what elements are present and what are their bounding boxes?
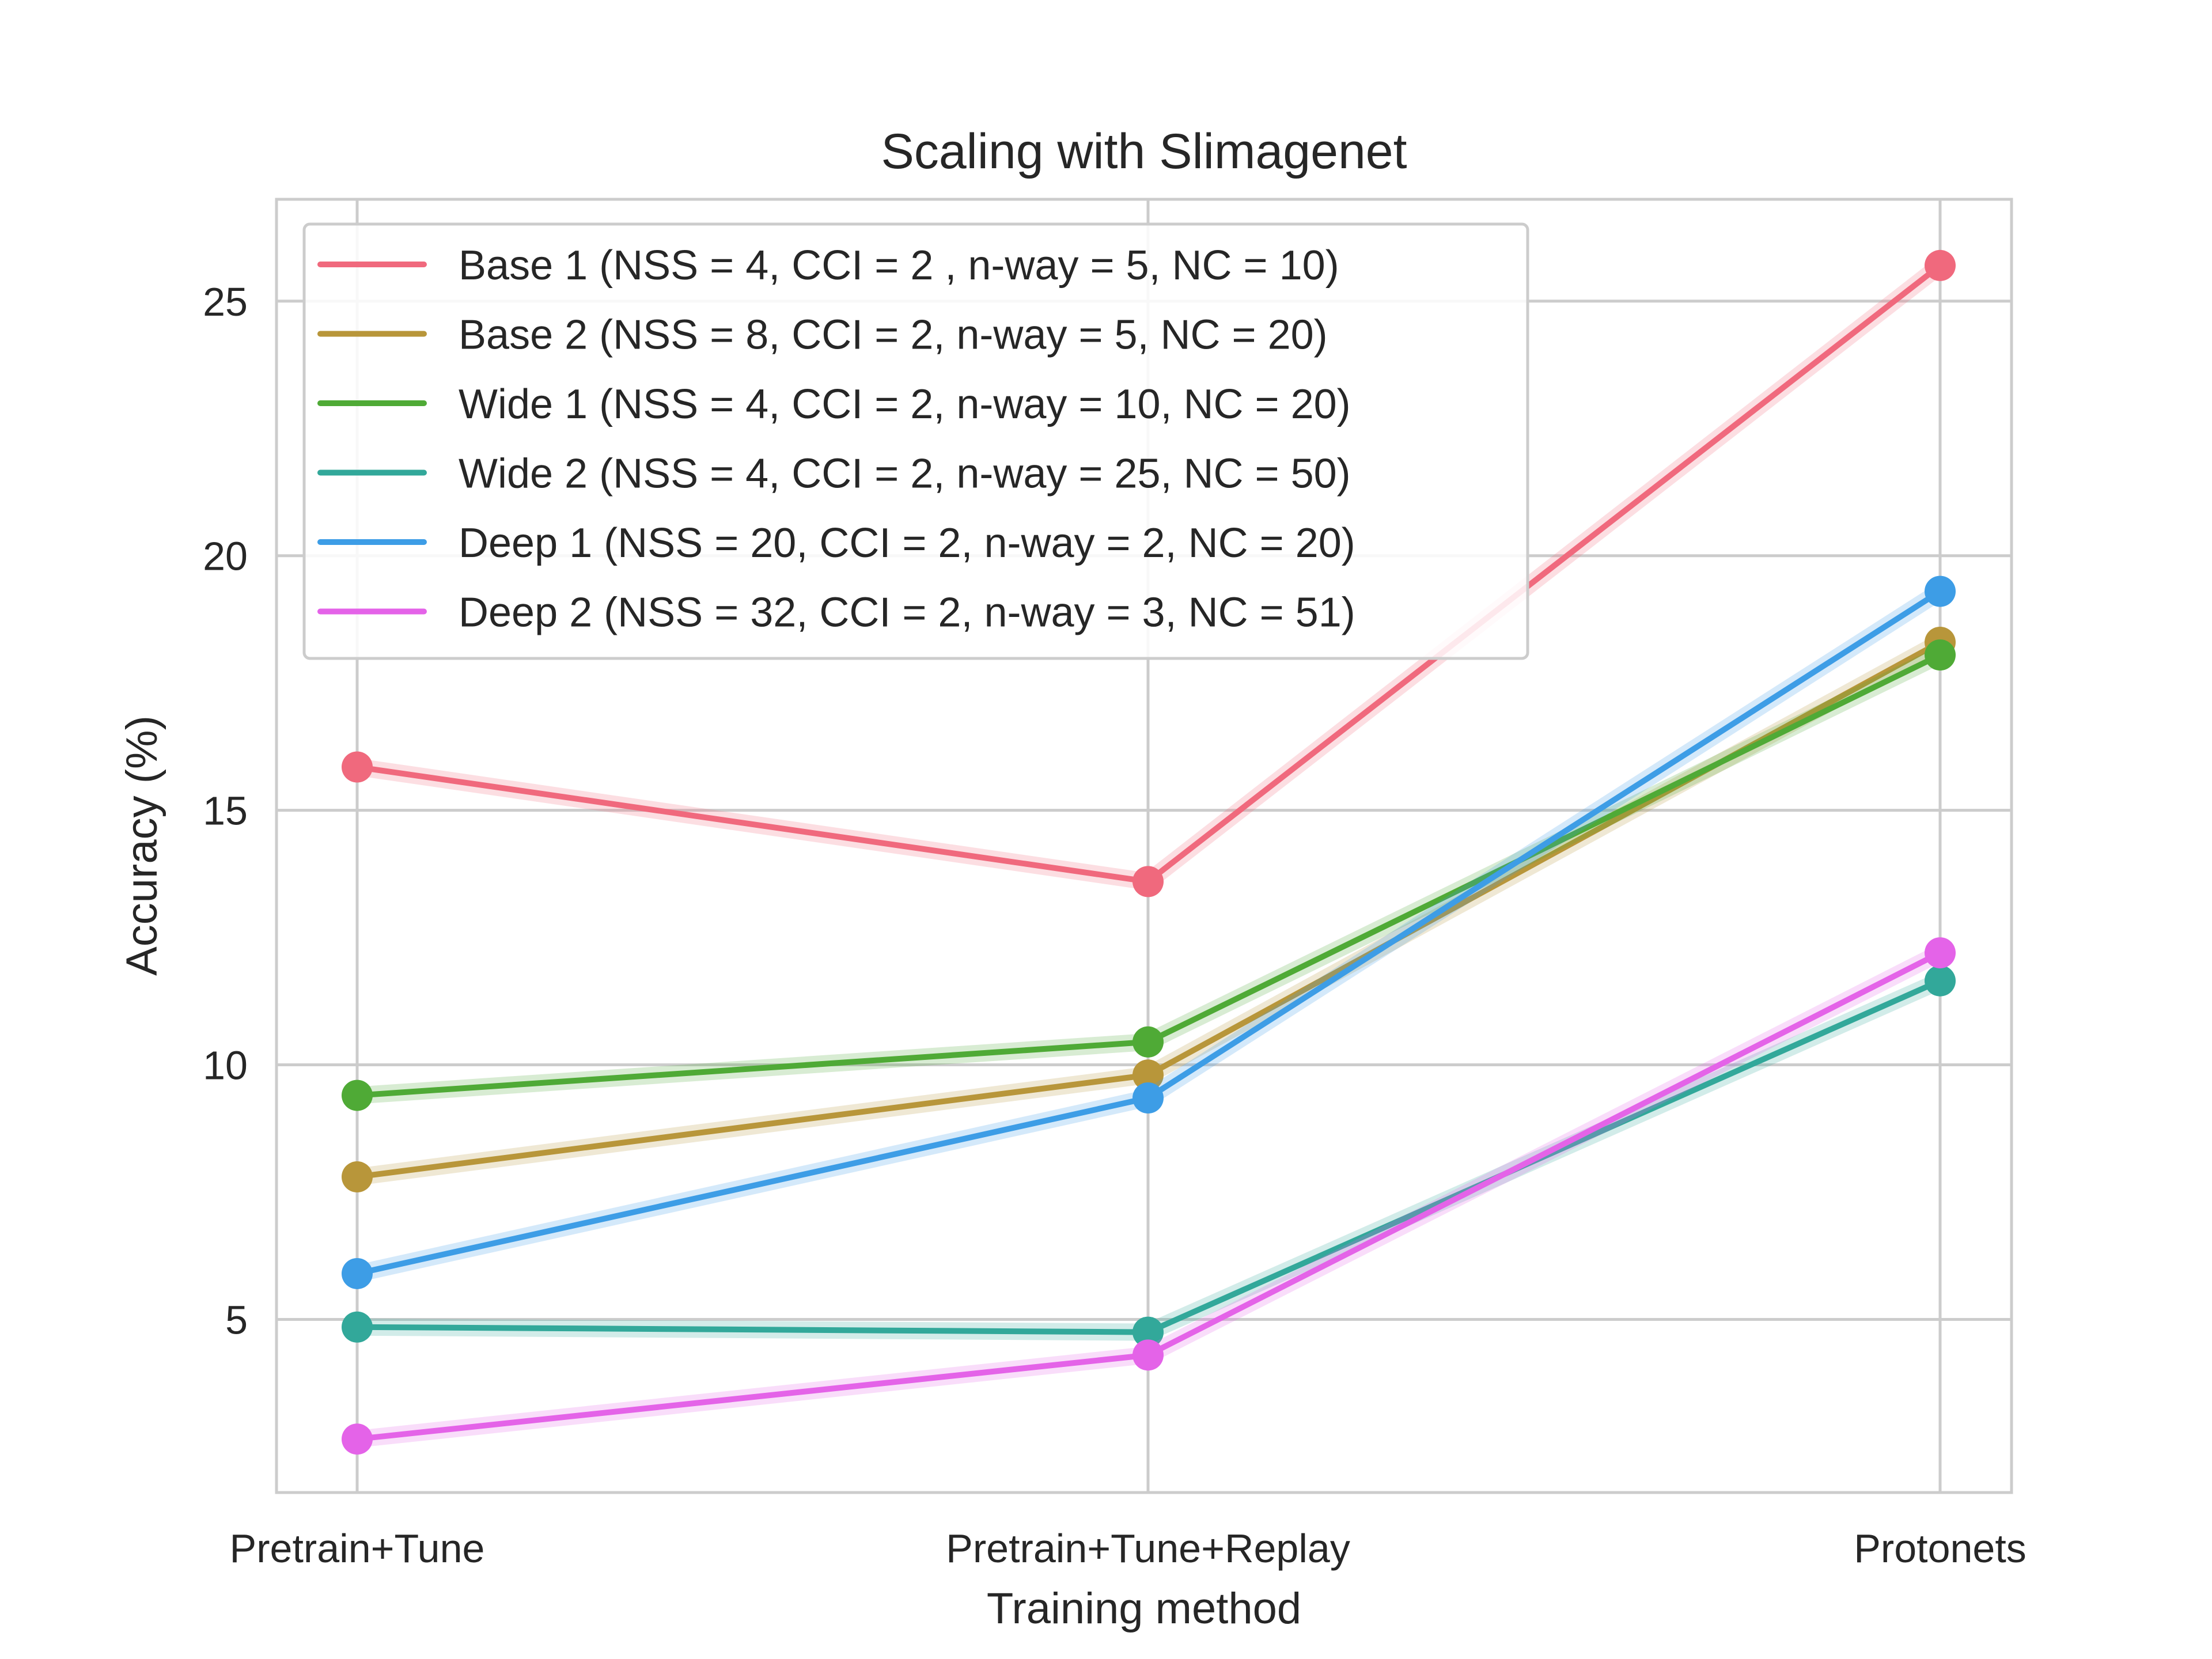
plot-frame	[275, 198, 2013, 1494]
legend-entry-label: Base 1 (NSS = 4, CCI = 2 , n-way = 5, NC…	[459, 243, 1339, 289]
y-tick-label: 10	[203, 1043, 248, 1088]
data-point	[342, 751, 373, 783]
series-5	[342, 575, 1956, 1289]
x-tick-label: Protonets	[1854, 1526, 2027, 1571]
x-tick-label: Pretrain+Tune	[230, 1526, 485, 1571]
data-point	[1132, 1339, 1164, 1371]
legend-entry-label: Deep 2 (NSS = 32, CCI = 2, n-way = 3, NC…	[459, 590, 1355, 636]
x-tick-labels: Pretrain+Tune Pretrain+Tune+Replay Protone…	[230, 1526, 2027, 1571]
data-point	[1132, 1026, 1164, 1058]
legend-entry-label: Base 2 (NSS = 8, CCI = 2, n-way = 5, NC …	[459, 312, 1328, 358]
series-layer	[342, 249, 1956, 1455]
data-point	[342, 1311, 373, 1343]
x-axis-label: Training method	[987, 1584, 1301, 1633]
data-point	[342, 1257, 373, 1289]
data-point	[1925, 965, 1956, 997]
legend-box	[302, 222, 1529, 660]
data-point	[342, 1423, 373, 1455]
data-point	[1925, 639, 1956, 671]
data-point	[1925, 575, 1956, 607]
x-tick-label: Pretrain+Tune+Replay	[946, 1526, 1350, 1571]
data-point	[1132, 1059, 1164, 1091]
legend-entry-label: Wide 2 (NSS = 4, CCI = 2, n-way = 25, NC…	[459, 451, 1351, 497]
legend-entry-label: Deep 1 (NSS = 20, CCI = 2, n-way = 2, NC…	[459, 520, 1355, 566]
y-tick-label: 15	[203, 789, 248, 834]
data-point	[1132, 866, 1164, 897]
series-6	[342, 937, 1956, 1455]
legend-entry-label: Wide 1 (NSS = 4, CCI = 2, n-way = 10, NC…	[459, 381, 1351, 427]
legend: Base 1 (NSS = 4, CCI = 2 , n-way = 5, NC…	[302, 222, 1529, 660]
data-point	[1132, 1082, 1164, 1114]
data-point	[342, 1161, 373, 1193]
series-3	[342, 639, 1956, 1111]
y-axis-label: Accuracy (%)	[118, 715, 166, 976]
data-point	[1132, 1316, 1164, 1348]
y-tick-label: 20	[203, 534, 248, 579]
data-point	[342, 1080, 373, 1111]
series-1	[342, 249, 1956, 897]
y-tick-labels: 5 10 15 20 25	[203, 279, 248, 1343]
y-tick-label: 5	[225, 1297, 248, 1342]
series-4	[342, 965, 1956, 1348]
chart-title: Scaling with Slimagenet	[881, 124, 1407, 179]
y-tick-label: 25	[203, 279, 248, 324]
data-point	[1925, 249, 1956, 281]
data-point	[1925, 937, 1956, 969]
